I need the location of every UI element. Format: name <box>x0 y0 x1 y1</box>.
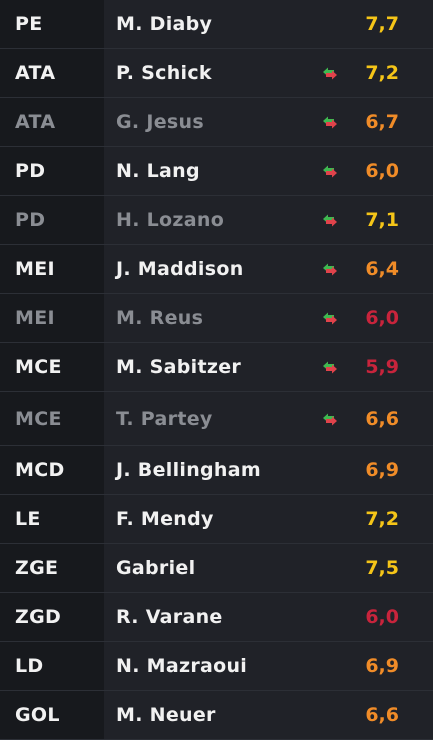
player-name: Gabriel <box>116 557 196 579</box>
player-rating: 6,6 <box>365 704 399 726</box>
substitution-icon <box>322 294 338 342</box>
player-rating: 6,7 <box>365 111 399 133</box>
player-row-10[interactable]: MCD J. Bellingham 6,9 <box>0 446 433 495</box>
player-row-4[interactable]: PD N. Lang 6,0 <box>0 147 433 196</box>
player-position: MCD <box>15 459 65 481</box>
player-position: ZGD <box>15 606 62 628</box>
substitution-icon <box>322 343 338 391</box>
player-position: MEI <box>15 258 55 280</box>
player-row-8[interactable]: MCE M. Sabitzer 5,9 <box>0 343 433 392</box>
position-cell: PD <box>0 196 104 244</box>
player-position: LE <box>15 508 41 530</box>
player-row-14[interactable]: LD N. Mazraoui 6,9 <box>0 642 433 691</box>
player-row-12[interactable]: ZGE Gabriel 7,5 <box>0 544 433 593</box>
player-name: R. Varane <box>116 606 223 628</box>
position-cell: GOL <box>0 691 104 739</box>
player-name: M. Neuer <box>116 704 216 726</box>
player-rating: 6,6 <box>365 407 399 430</box>
player-position: ATA <box>15 111 56 133</box>
player-position: LD <box>15 655 44 677</box>
player-name: J. Maddison <box>116 258 244 280</box>
player-row-1[interactable]: PE M. Diaby 7,7 <box>0 0 433 49</box>
position-cell: ZGD <box>0 593 104 641</box>
player-rating: 6,0 <box>365 160 399 182</box>
player-name: N. Mazraoui <box>116 655 248 677</box>
player-row-6[interactable]: MEI J. Maddison 6,4 <box>0 245 433 294</box>
player-position: PE <box>15 13 43 35</box>
position-cell: LE <box>0 495 104 543</box>
position-cell: MEI <box>0 294 104 342</box>
position-cell: ZGE <box>0 544 104 592</box>
player-position: ZGE <box>15 557 59 579</box>
position-cell: MEI <box>0 245 104 293</box>
player-name: M. Diaby <box>116 13 213 35</box>
position-cell: MCE <box>0 392 104 445</box>
player-name: G. Jesus <box>116 111 204 133</box>
player-row-13[interactable]: ZGD R. Varane 6,0 <box>0 593 433 642</box>
player-rating: 6,0 <box>365 606 399 628</box>
position-cell: PE <box>0 0 104 48</box>
player-position: PD <box>15 209 46 231</box>
player-rating: 7,7 <box>365 13 399 35</box>
substitution-icon <box>322 392 338 445</box>
player-row-2[interactable]: ATA P. Schick 7,2 <box>0 49 433 98</box>
substitution-icon <box>322 98 338 146</box>
player-name: H. Lozano <box>116 209 225 231</box>
player-rating: 7,2 <box>365 508 399 530</box>
player-row-11[interactable]: LE F. Mendy 7,2 <box>0 495 433 544</box>
player-rating: 7,2 <box>365 62 399 84</box>
player-name: T. Partey <box>116 407 213 430</box>
player-position: PD <box>15 160 46 182</box>
player-name: M. Sabitzer <box>116 356 242 378</box>
player-position: MCE <box>15 356 62 378</box>
player-name: P. Schick <box>116 62 212 84</box>
player-rating: 6,9 <box>365 459 399 481</box>
position-cell: ATA <box>0 98 104 146</box>
player-row-9[interactable]: MCE T. Partey 6,6 <box>0 392 433 446</box>
player-name: F. Mendy <box>116 508 214 530</box>
player-rating: 6,4 <box>365 258 399 280</box>
player-position: MCE <box>15 407 62 430</box>
position-cell: MCE <box>0 343 104 391</box>
position-cell: LD <box>0 642 104 690</box>
player-row-3[interactable]: ATA G. Jesus 6,7 <box>0 98 433 147</box>
player-rating: 7,5 <box>365 557 399 579</box>
player-position: ATA <box>15 62 56 84</box>
substitution-icon <box>322 196 338 244</box>
player-row-7[interactable]: MEI M. Reus 6,0 <box>0 294 433 343</box>
player-position: GOL <box>15 704 60 726</box>
position-cell: MCD <box>0 446 104 494</box>
position-cell: ATA <box>0 49 104 97</box>
substitution-icon <box>322 147 338 195</box>
player-position: MEI <box>15 307 55 329</box>
player-rating: 6,0 <box>365 307 399 329</box>
player-rating: 7,1 <box>365 209 399 231</box>
player-name: M. Reus <box>116 307 204 329</box>
player-name: N. Lang <box>116 160 200 182</box>
player-row-5[interactable]: PD H. Lozano 7,1 <box>0 196 433 245</box>
substitution-icon <box>322 245 338 293</box>
player-rating: 6,9 <box>365 655 399 677</box>
substitution-icon <box>322 49 338 97</box>
position-cell: PD <box>0 147 104 195</box>
player-row-15[interactable]: GOL M. Neuer 6,6 <box>0 691 433 740</box>
player-name: J. Bellingham <box>116 459 261 481</box>
player-rating: 5,9 <box>365 356 399 378</box>
